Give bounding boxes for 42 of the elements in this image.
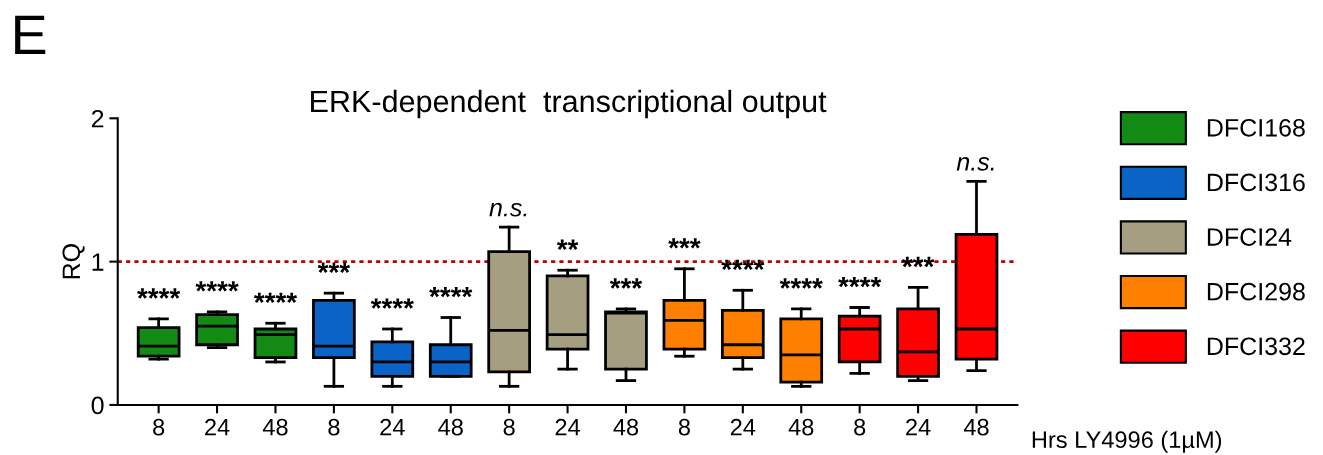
legend-label: DFCI24	[1207, 228, 1292, 246]
annotation: ****	[195, 281, 239, 292]
x-axis-title: Hrs LY4996 (1µM)	[1032, 430, 1222, 453]
y-axis-title: RQ	[62, 244, 85, 279]
y-tick-label: 0	[91, 396, 104, 415]
legend-label: DFCI298	[1207, 282, 1305, 301]
annotation: ***	[668, 238, 701, 249]
x-tick-label: 8	[503, 418, 515, 436]
annotation: ****	[838, 276, 882, 288]
annotation: ****	[137, 288, 181, 299]
x-tick-label: 48	[262, 418, 288, 436]
annotation: ***	[609, 278, 643, 289]
x-tick-label: 24	[205, 418, 230, 436]
x-tick-label: 8	[854, 418, 866, 436]
annotation: ****	[429, 286, 473, 298]
x-tick-label: 48	[438, 418, 463, 436]
legend-label: DFCI332	[1207, 337, 1305, 356]
annotation: ****	[721, 259, 765, 271]
x-tick-label: 48	[788, 418, 814, 436]
legend-label: DFCI168	[1207, 118, 1305, 137]
text: E	[15, 15, 46, 54]
annotation: ***	[901, 256, 935, 268]
x-tick-label: 24	[380, 418, 405, 436]
y-tick-label: 2	[91, 109, 104, 128]
annotation: ***	[317, 262, 351, 273]
annotation: ****	[370, 298, 414, 309]
annotation: n.s.	[956, 157, 994, 171]
x-tick-label: 8	[153, 418, 165, 436]
x-tick-label: 48	[613, 418, 639, 436]
y-tick-label: 1	[92, 253, 104, 271]
x-tick-label: 24	[730, 418, 756, 436]
x-tick-label: 48	[963, 418, 989, 436]
annotation: n.s.	[489, 202, 527, 217]
annotation: ****	[253, 292, 298, 303]
x-tick-label: 8	[328, 418, 340, 436]
annotation: **	[556, 239, 579, 250]
legend-label: DFCI316	[1207, 173, 1305, 192]
x-tick-label: 24	[555, 418, 581, 436]
x-tick-label: 8	[678, 418, 690, 436]
x-tick-label: 24	[906, 418, 931, 436]
annotation: ****	[779, 278, 823, 289]
chart-title: ERK-dependent transcriptional output	[311, 89, 827, 119]
